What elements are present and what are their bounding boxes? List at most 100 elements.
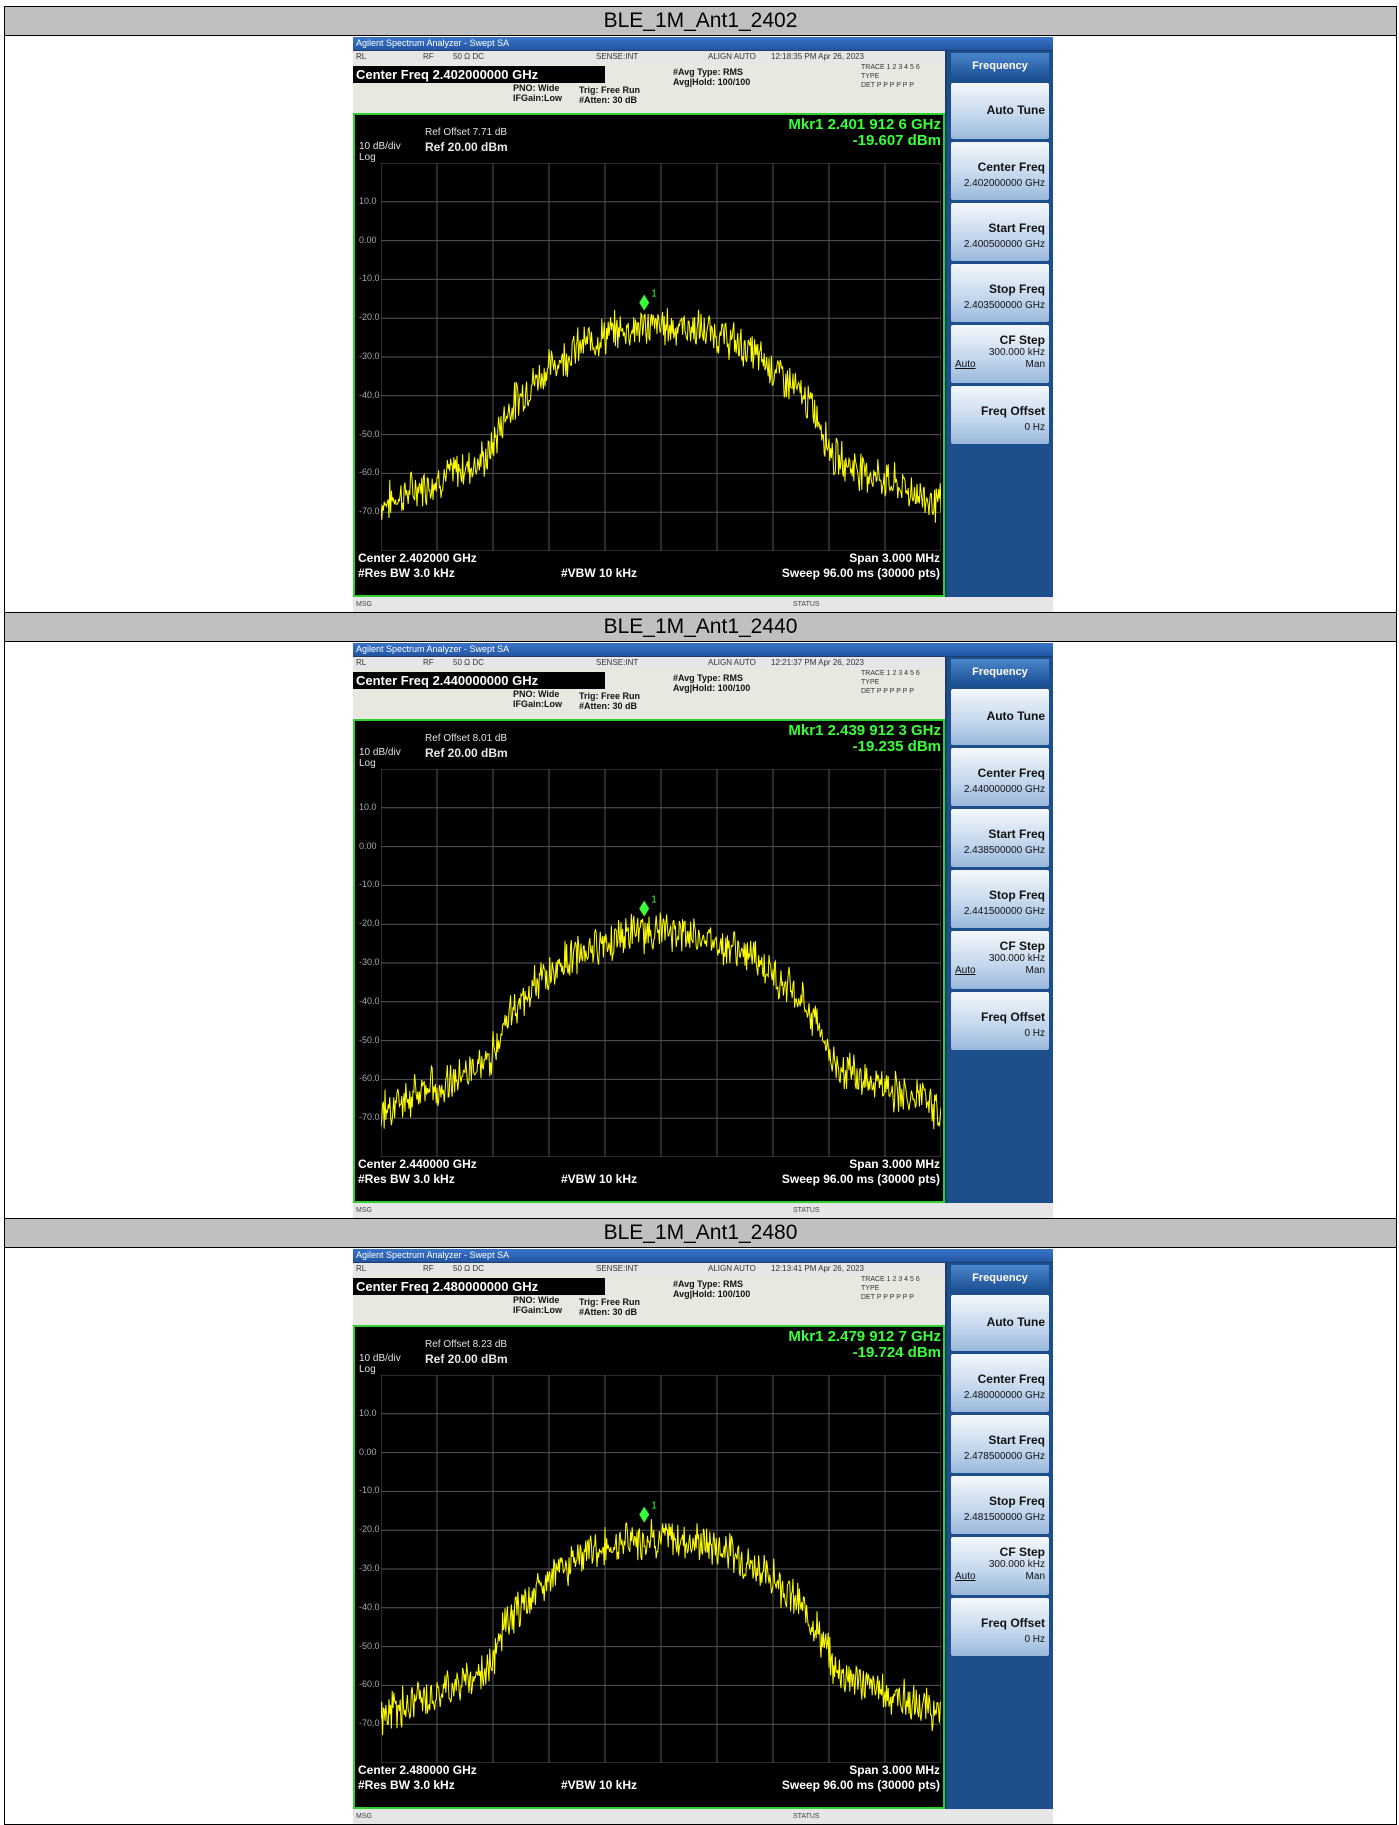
center-label: Center 2.402000 GHz <box>358 551 477 565</box>
pno-label: PNO: Wide <box>513 1295 560 1305</box>
impedance-label: 50 Ω DC <box>453 658 484 667</box>
graticule-area: Mkr1 2.479 912 7 GHz -19.724 dBm Ref Off… <box>353 1325 945 1809</box>
cf-step-label: CF Step <box>999 1545 1045 1559</box>
y-tick-label: -20.0 <box>359 918 380 929</box>
rl-label: RL <box>356 658 367 667</box>
rl-label: RL <box>356 52 367 61</box>
softkey-menu: Frequency Auto Tune Center Freq 2.480000… <box>947 1263 1053 1809</box>
section-title: BLE_1M_Ant1_2402 <box>5 7 1396 36</box>
cf-step-man[interactable]: Man <box>1025 359 1045 370</box>
status-strip: RL RF 50 Ω DC SENSE:INT ALIGN AUTO 12:18… <box>353 51 945 63</box>
marker-diamond <box>639 294 650 311</box>
auto-tune-label: Auto Tune <box>986 1315 1045 1329</box>
rf-label: RF <box>423 658 434 667</box>
cf-step-softkey[interactable]: CF Step 300.000 kHz Auto Man <box>951 931 1049 989</box>
center-freq-softkey[interactable]: Center Freq 2.402000000 GHz <box>951 142 1049 200</box>
spectrum-analyzer-screenshot: Agilent Spectrum Analyzer - Swept SA RL … <box>353 1249 1053 1824</box>
start-freq-label: Start Freq <box>988 221 1045 235</box>
scale-per-div: 10 dB/div <box>359 1353 401 1364</box>
type-label: TYPE <box>861 73 880 80</box>
section-title: BLE_1M_Ant1_2440 <box>5 613 1396 642</box>
atten-label: #Atten: 30 dB <box>579 95 638 105</box>
y-tick-label: -60.0 <box>359 1679 380 1690</box>
marker-frequency: Mkr1 2.479 912 7 GHz <box>788 1328 941 1345</box>
measurement-section: BLE_1M_Ant1_2440 Agilent Spectrum Analyz… <box>5 613 1396 1219</box>
trace-label: TRACE 1 2 3 4 5 6 <box>861 670 920 677</box>
y-tick-label: -40.0 <box>359 995 380 1006</box>
spectrum-trace-svg: 1 <box>381 163 941 551</box>
timestamp: 12:13:41 PM Apr 26, 2023 <box>771 1264 864 1273</box>
start-freq-softkey[interactable]: Start Freq 2.400500000 GHz <box>951 203 1049 261</box>
stop-freq-label: Stop Freq <box>989 282 1045 296</box>
spectrum-trace <box>381 308 941 523</box>
ref-level: Ref 20.00 dBm <box>425 140 508 154</box>
center-freq-value: 2.402000000 GHz <box>963 178 1045 189</box>
ref-offset: Ref Offset 7.71 dB <box>425 127 508 138</box>
avg-type-label: #Avg Type: RMS <box>673 673 744 683</box>
freq-offset-softkey[interactable]: Freq Offset 0 Hz <box>951 386 1049 444</box>
center-freq-softkey[interactable]: Center Freq 2.440000000 GHz <box>951 748 1049 806</box>
atten-label: #Atten: 30 dB <box>579 701 638 711</box>
auto-tune-label: Auto Tune <box>986 103 1045 117</box>
y-tick-label: 0.00 <box>359 1446 377 1457</box>
spectrum-plot: 1 <box>381 163 941 551</box>
softkey-header: Frequency <box>951 53 1049 79</box>
trig-label: Trig: Free Run <box>579 691 641 701</box>
atten-label: #Atten: 30 dB <box>579 1307 638 1317</box>
start-freq-value: 2.478500000 GHz <box>963 1451 1045 1462</box>
y-tick-label: 10.0 <box>359 1407 377 1418</box>
cf-step-auto[interactable]: Auto <box>955 1571 976 1582</box>
ifgain-label: IFGain:Low <box>513 699 562 709</box>
start-freq-softkey[interactable]: Start Freq 2.438500000 GHz <box>951 809 1049 867</box>
align-label: ALIGN AUTO <box>708 52 756 61</box>
auto-tune-softkey[interactable]: Auto Tune <box>951 689 1049 745</box>
marker-number: 1 <box>651 895 657 906</box>
vbw-label: #VBW 10 kHz <box>561 566 638 580</box>
det-label: DET P P P P P P <box>861 82 914 89</box>
rbw-label: #Res BW 3.0 kHz <box>358 566 455 580</box>
spectrum-analyzer-screenshot: Agilent Spectrum Analyzer - Swept SA RL … <box>353 37 1053 612</box>
freq-offset-value: 0 Hz <box>1024 1028 1045 1039</box>
freq-offset-softkey[interactable]: Freq Offset 0 Hz <box>951 1598 1049 1656</box>
center-freq-label: Center Freq <box>977 160 1045 174</box>
y-tick-label: -10.0 <box>359 273 380 284</box>
sweep-label: Sweep 96.00 ms (30000 pts) <box>781 1778 940 1792</box>
y-tick-label: -20.0 <box>359 312 380 323</box>
y-tick-label: -30.0 <box>359 351 380 361</box>
cf-step-value: 300.000 kHz <box>988 953 1045 964</box>
scale-per-div: 10 dB/div <box>359 141 401 152</box>
auto-tune-softkey[interactable]: Auto Tune <box>951 83 1049 139</box>
y-tick-label: -10.0 <box>359 879 380 890</box>
cf-step-man[interactable]: Man <box>1025 965 1045 976</box>
cf-step-softkey[interactable]: CF Step 300.000 kHz Auto Man <box>951 1537 1049 1595</box>
ifgain-label: IFGain:Low <box>513 1305 562 1315</box>
y-tick-label: -70.0 <box>359 1718 380 1729</box>
message-bar: MSG STATUS <box>353 1809 1053 1824</box>
sense-label: SENSE:INT <box>596 658 639 667</box>
center-freq-softkey[interactable]: Center Freq 2.480000000 GHz <box>951 1354 1049 1412</box>
start-freq-softkey[interactable]: Start Freq 2.478500000 GHz <box>951 1415 1049 1473</box>
y-tick-label: -70.0 <box>359 1112 380 1123</box>
stop-freq-softkey[interactable]: Stop Freq 2.481500000 GHz <box>951 1476 1049 1534</box>
auto-tune-softkey[interactable]: Auto Tune <box>951 1295 1049 1351</box>
stop-freq-label: Stop Freq <box>989 1494 1045 1508</box>
cf-step-auto[interactable]: Auto <box>955 359 976 370</box>
cf-step-softkey[interactable]: CF Step 300.000 kHz Auto Man <box>951 325 1049 383</box>
section-title: BLE_1M_Ant1_2480 <box>5 1219 1396 1248</box>
stop-freq-value: 2.481500000 GHz <box>963 1512 1045 1523</box>
avg-hold-label: Avg|Hold: 100/100 <box>673 683 751 693</box>
y-tick-label: -60.0 <box>359 1073 380 1084</box>
stop-freq-softkey[interactable]: Stop Freq 2.403500000 GHz <box>951 264 1049 322</box>
marker-frequency: Mkr1 2.439 912 3 GHz <box>788 722 941 739</box>
freq-offset-softkey[interactable]: Freq Offset 0 Hz <box>951 992 1049 1050</box>
stop-freq-value: 2.441500000 GHz <box>963 906 1045 917</box>
cf-step-man[interactable]: Man <box>1025 1571 1045 1582</box>
y-tick-label: -30.0 <box>359 1563 380 1573</box>
cf-step-auto[interactable]: Auto <box>955 965 976 976</box>
y-tick-label: 10.0 <box>359 195 377 206</box>
ref-level: Ref 20.00 dBm <box>425 746 508 760</box>
marker-readout: Mkr1 2.479 912 7 GHz -19.724 dBm <box>788 1329 941 1361</box>
stop-freq-softkey[interactable]: Stop Freq 2.441500000 GHz <box>951 870 1049 928</box>
cf-step-label: CF Step <box>999 333 1045 347</box>
spectrum-trace <box>381 1519 941 1736</box>
